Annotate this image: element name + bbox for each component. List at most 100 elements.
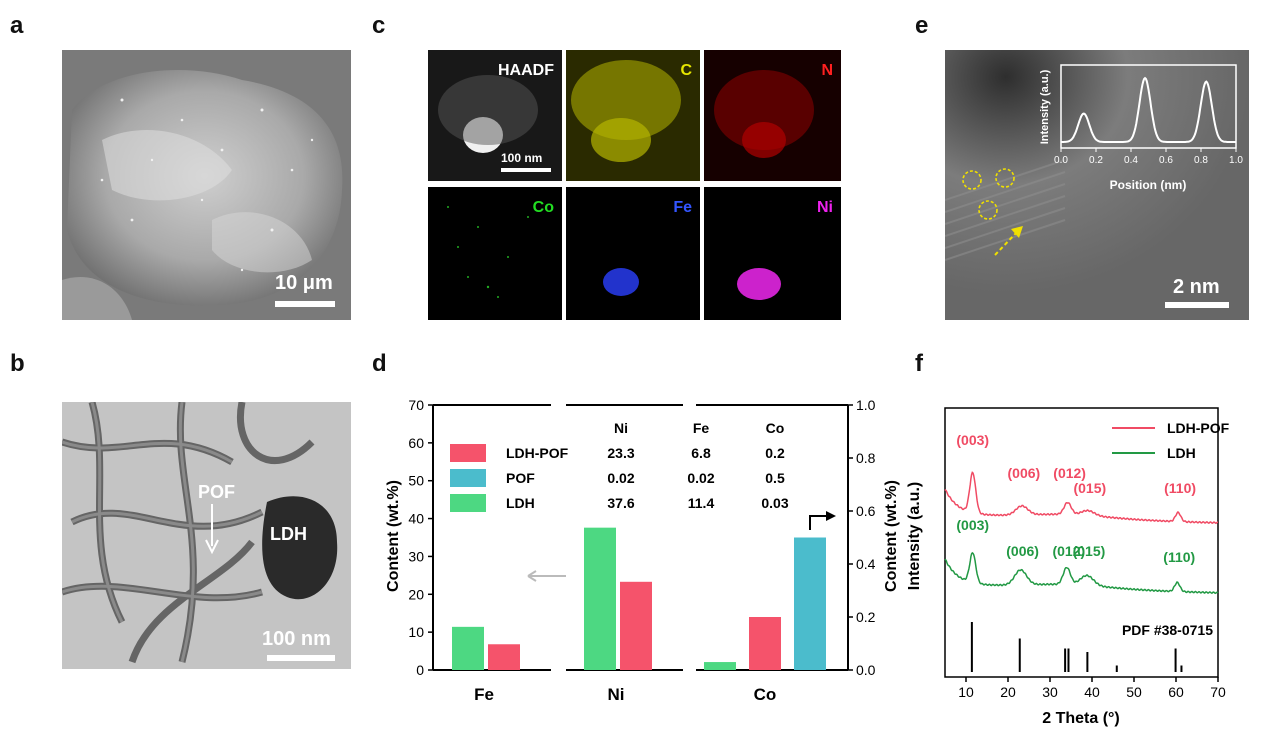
inset-xlabel: Position (nm)	[1110, 178, 1187, 192]
inset-frame	[1060, 64, 1237, 149]
bar-category-label: Fe	[474, 685, 494, 704]
xrd-line-ldh-pof	[944, 471, 1218, 525]
bar-ytick-right-label: 0.6	[856, 503, 876, 519]
map-label-ni: Ni	[817, 199, 833, 216]
scalebar-label-e: 2 nm	[1173, 276, 1220, 298]
inset-xtick-label: 0.0	[1054, 155, 1068, 166]
scalebar-a	[275, 301, 335, 307]
panel-label-e: e	[915, 12, 929, 39]
xrd-xtick-label: 40	[1084, 684, 1100, 700]
inset-ylabel: Intensity (a.u.)	[1039, 69, 1051, 144]
table-header: Ni	[614, 420, 628, 436]
panel-label-b: b	[10, 350, 25, 377]
bar-ylabel-right: Content (wt.%)	[883, 480, 900, 592]
panel-label-f: f	[915, 350, 923, 377]
inset-xtick-label: 0.2	[1089, 155, 1103, 166]
map-haadf: HAADF 100 nm	[428, 50, 562, 181]
bar-ytick-left-label: 70	[408, 397, 424, 413]
legend-label: POF	[506, 470, 535, 486]
legend-label: LDH-POF	[506, 445, 569, 461]
bar-ytick-left-label: 0	[416, 662, 424, 678]
scalebar-label-c: 100 nm	[501, 151, 543, 165]
bar-ytick-left-label: 10	[408, 624, 424, 640]
xrd-xtick-label: 20	[1000, 684, 1016, 700]
xrd-legend-label: LDH	[1167, 445, 1196, 461]
xrd-reference-label: PDF #38-0715	[1122, 622, 1213, 638]
bar-fe-ldh-pof	[488, 644, 520, 670]
xrd-ylabel: Intensity (a.u.)	[906, 482, 923, 590]
legend-label: LDH	[506, 495, 535, 511]
bar-ytick-left-label: 60	[408, 435, 424, 451]
map-co: Co	[428, 187, 562, 320]
xrd-peak-label: (015)	[1073, 480, 1106, 496]
map-n: N	[704, 50, 841, 181]
ldh-label: LDH	[270, 524, 307, 544]
inset-xtick-label: 0.6	[1159, 155, 1173, 166]
scalebar-c	[501, 168, 551, 172]
bar-category-label: Co	[754, 685, 777, 704]
inset-profile-line	[1061, 76, 1236, 143]
xrd-xtick-label: 50	[1126, 684, 1142, 700]
bar-ytick-right-label: 0.2	[856, 609, 876, 625]
xrd-peak-label: (003)	[956, 432, 989, 448]
xrd-xtick-label: 70	[1210, 684, 1226, 700]
bar-ytick-right-label: 0.0	[856, 662, 876, 678]
table-header: Fe	[693, 420, 710, 436]
bar-ni-ldh	[584, 527, 616, 670]
table-cell: 0.02	[687, 470, 714, 486]
xrd-xtick-label: 30	[1042, 684, 1058, 700]
eds-maps: HAADF 100 nm C N Co Fe Ni	[428, 50, 841, 320]
map-label-n: N	[821, 62, 833, 79]
bar-co-ldh-pof	[749, 617, 781, 670]
table-cell: 23.3	[607, 445, 634, 461]
table-cell: 6.8	[691, 445, 711, 461]
table-header: Co	[766, 420, 785, 436]
scalebar-label-a: 10 μm	[275, 272, 333, 294]
bar-ni-ldh-pof	[620, 581, 652, 670]
table-cell: 11.4	[688, 495, 715, 511]
inset-xtick-label: 0.8	[1194, 155, 1208, 166]
scalebar-b	[267, 655, 335, 661]
legend-swatch	[450, 494, 486, 512]
hrtem-image: 2 nm	[945, 50, 1249, 320]
inset-xtick-label: 1.0	[1229, 155, 1243, 166]
table-cell: 0.2	[765, 445, 785, 461]
map-label-haadf: HAADF	[498, 62, 554, 79]
left-axis-arrowhead	[527, 570, 537, 582]
map-label-c: C	[680, 62, 692, 79]
bar-co-ldh	[704, 662, 736, 670]
bar-ytick-left-label: 40	[408, 511, 424, 527]
legend-swatch	[450, 444, 486, 462]
pof-arrow	[205, 504, 219, 554]
xrd-peak-label: (003)	[956, 517, 989, 533]
panel-label-a: a	[10, 12, 24, 39]
xrd-peak-label: (006)	[1008, 465, 1041, 481]
xrd-peak-label: (015)	[1073, 543, 1106, 559]
xrd-xtick-label: 60	[1168, 684, 1184, 700]
legend-swatch	[450, 469, 486, 487]
bar-ylabel-left: Content (wt.%)	[385, 480, 402, 592]
bar-fe-ldh	[452, 626, 484, 670]
right-axis-arrowhead	[826, 511, 836, 521]
bar-category-label: Ni	[608, 685, 625, 704]
map-ni: Ni	[704, 187, 841, 320]
inset-xtick-label: 0.4	[1124, 155, 1138, 166]
bar-ytick-right-label: 0.4	[856, 556, 876, 572]
bar-ytick-left-label: 20	[408, 586, 424, 602]
map-label-fe: Fe	[673, 199, 692, 216]
panel-label-c: c	[372, 12, 386, 39]
xrd-xtick-label: 10	[958, 684, 974, 700]
inset-profile-chart: 0.0 0.2 0.4 0.6 0.8 1.0 Position (nm) Intensi…	[1039, 64, 1243, 192]
panel-label-d: d	[372, 350, 387, 377]
xrd-xlabel: 2 Theta (°)	[1042, 710, 1120, 727]
xrd-peak-label: (006)	[1006, 543, 1039, 559]
map-fe: Fe	[566, 187, 700, 320]
sem-image: 10 μm	[62, 50, 351, 320]
xrd-peak-label: (110)	[1164, 480, 1196, 496]
pof-label: POF	[198, 482, 236, 502]
bar-ytick-right-label: 0.8	[856, 450, 876, 466]
map-c: C	[566, 50, 700, 181]
xrd-peak-label: (110)	[1163, 549, 1195, 565]
xrd-peak-label: (012)	[1052, 543, 1085, 559]
